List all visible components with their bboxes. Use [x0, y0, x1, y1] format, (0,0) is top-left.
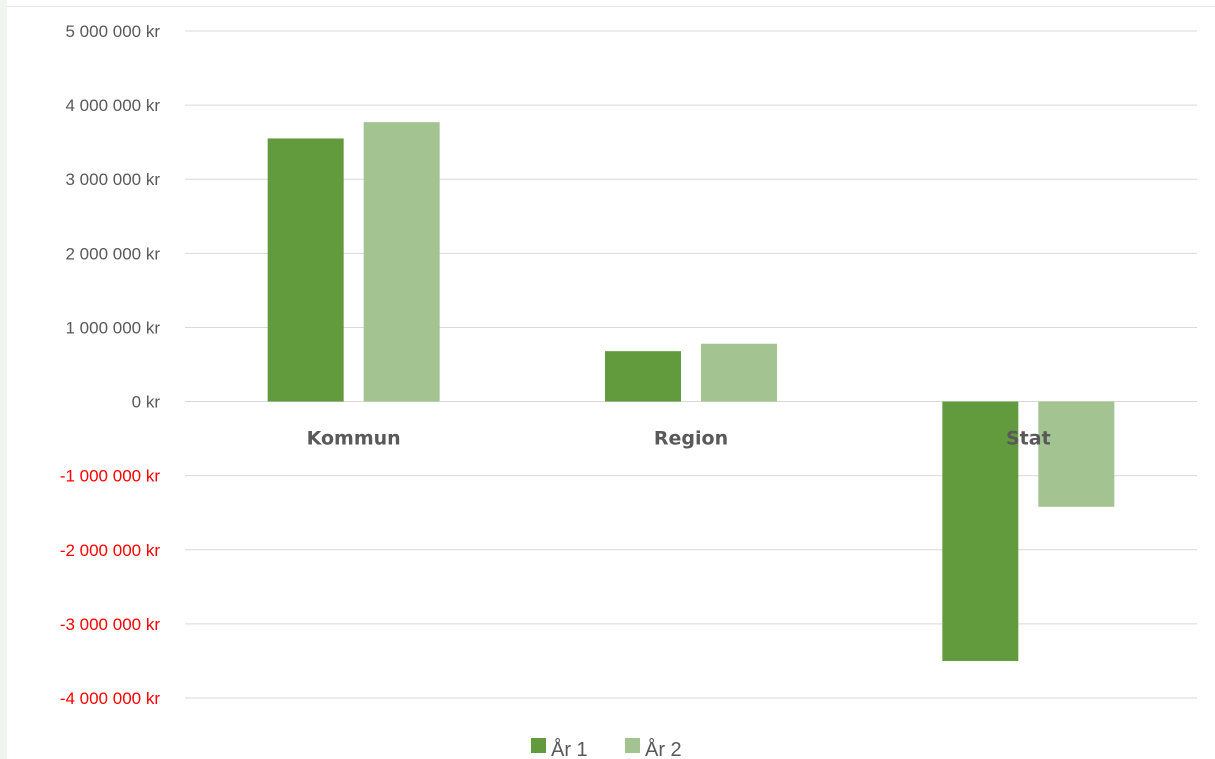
bar-stat-series-2 — [1038, 401, 1115, 507]
y-tick-label: 3 000 000 kr — [65, 170, 160, 189]
y-tick-label: 2 000 000 kr — [65, 244, 160, 263]
y-tick-label: -2 000 000 kr — [60, 541, 161, 560]
category-label: Region — [654, 428, 728, 450]
y-tick-label: 4 000 000 kr — [65, 96, 160, 115]
bar-region-series-1 — [605, 351, 681, 402]
y-tick-label: -4 000 000 kr — [60, 689, 161, 708]
y-tick-label: -1 000 000 kr — [60, 467, 161, 486]
y-tick-label: 5 000 000 kr — [65, 22, 160, 41]
y-tick-label: -3 000 000 kr — [60, 615, 161, 634]
left-edge-strip — [0, 0, 7, 759]
bar-kommun-series-1 — [267, 138, 344, 402]
bar-kommun-series-2 — [363, 122, 440, 402]
legend-swatch — [531, 738, 546, 753]
legend-label: År 2 — [645, 738, 682, 759]
category-label: Stat — [1006, 428, 1051, 450]
legend-swatch — [625, 738, 640, 753]
y-tick-label: 1 000 000 kr — [65, 318, 160, 337]
category-label: Kommun — [307, 428, 401, 450]
y-tick-label: 0 kr — [132, 393, 161, 412]
bar-region-series-2 — [701, 343, 777, 402]
legend-label: År 1 — [551, 738, 588, 759]
bar-stat-series-1 — [942, 401, 1019, 661]
top-border-line — [7, 6, 1215, 7]
